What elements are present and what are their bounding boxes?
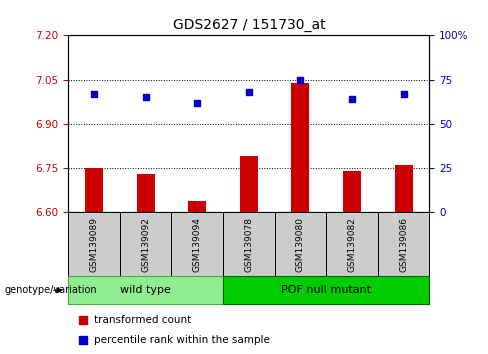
Text: GSM139082: GSM139082 xyxy=(347,217,357,272)
Point xyxy=(79,337,87,343)
Bar xyxy=(137,174,155,212)
Text: genotype/variation: genotype/variation xyxy=(5,285,98,295)
Text: GSM139078: GSM139078 xyxy=(244,217,253,272)
Bar xyxy=(343,171,361,212)
Point xyxy=(297,77,305,82)
Bar xyxy=(68,212,120,276)
Bar xyxy=(120,212,171,276)
Point xyxy=(90,91,98,97)
Title: GDS2627 / 151730_at: GDS2627 / 151730_at xyxy=(173,18,325,32)
Bar xyxy=(291,82,309,212)
Text: GSM139094: GSM139094 xyxy=(193,217,202,272)
Point xyxy=(79,317,87,323)
Point xyxy=(400,91,407,97)
Text: POF null mutant: POF null mutant xyxy=(281,285,371,295)
Text: wild type: wild type xyxy=(120,285,171,295)
Text: GSM139080: GSM139080 xyxy=(296,217,305,272)
Bar xyxy=(240,156,258,212)
Text: percentile rank within the sample: percentile rank within the sample xyxy=(94,335,269,345)
Bar xyxy=(85,168,103,212)
Bar xyxy=(188,201,206,212)
Bar xyxy=(378,212,429,276)
Bar xyxy=(223,276,429,304)
Point xyxy=(142,95,150,100)
Point xyxy=(348,96,356,102)
Bar xyxy=(171,212,223,276)
Text: GSM139092: GSM139092 xyxy=(141,217,150,272)
Bar xyxy=(223,212,275,276)
Bar xyxy=(68,276,223,304)
Text: GSM139089: GSM139089 xyxy=(90,217,99,272)
Text: transformed count: transformed count xyxy=(94,315,191,325)
Bar xyxy=(326,212,378,276)
Point xyxy=(245,89,253,95)
Bar xyxy=(395,165,413,212)
Point xyxy=(193,100,201,105)
Bar xyxy=(275,212,326,276)
Text: GSM139086: GSM139086 xyxy=(399,217,408,272)
